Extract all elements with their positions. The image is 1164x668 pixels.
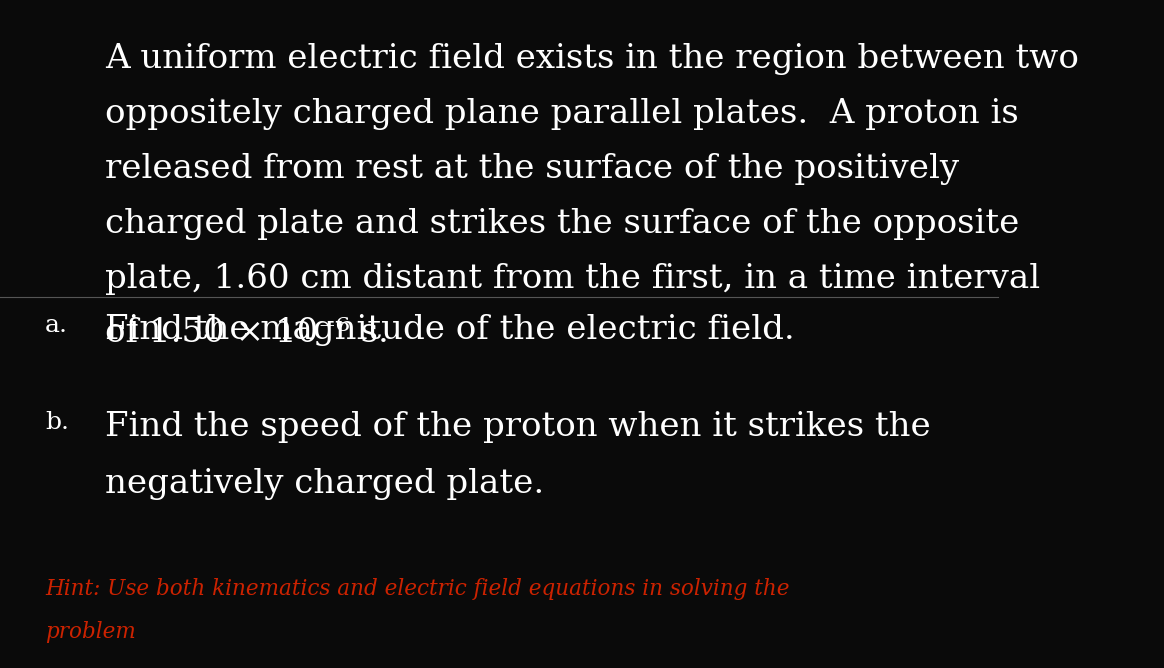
Text: charged plate and strikes the surface of the opposite: charged plate and strikes the surface of… [105, 208, 1020, 240]
Text: b.: b. [45, 411, 69, 434]
Text: released from rest at the surface of the positively: released from rest at the surface of the… [105, 153, 959, 185]
Text: a.: a. [45, 314, 68, 337]
Text: Hint: Use both kinematics and electric field equations in solving the: Hint: Use both kinematics and electric f… [45, 578, 789, 600]
Text: of 1.50 × 10⁻⁶ s.: of 1.50 × 10⁻⁶ s. [105, 317, 389, 349]
Text: Find the speed of the proton when it strikes the: Find the speed of the proton when it str… [105, 411, 930, 443]
Text: negatively charged plate.: negatively charged plate. [105, 468, 544, 500]
Text: oppositely charged plane parallel plates.  A proton is: oppositely charged plane parallel plates… [105, 98, 1018, 130]
Text: problem: problem [45, 621, 136, 643]
Text: plate, 1.60 cm distant from the first, in a time interval: plate, 1.60 cm distant from the first, i… [105, 263, 1039, 295]
Text: A uniform electric field exists in the region between two: A uniform electric field exists in the r… [105, 43, 1079, 75]
Text: Find the magnitude of the electric field.: Find the magnitude of the electric field… [105, 314, 795, 346]
